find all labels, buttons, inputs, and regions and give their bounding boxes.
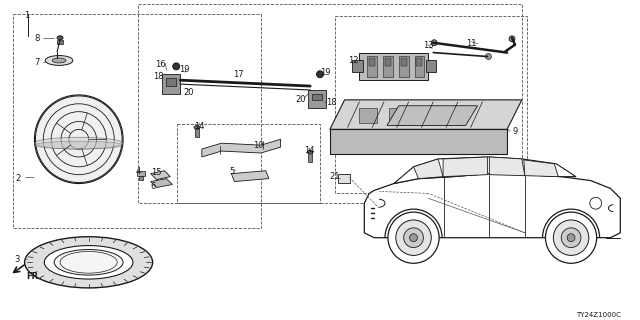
Bar [335, 16, 527, 193]
Bar [312, 94, 322, 100]
Bar [367, 56, 377, 77]
Text: 8: 8 [35, 34, 40, 43]
Ellipse shape [35, 141, 123, 149]
Ellipse shape [194, 125, 200, 129]
Ellipse shape [307, 150, 313, 154]
Text: 2: 2 [16, 174, 21, 183]
Text: 14: 14 [304, 146, 315, 155]
Circle shape [404, 228, 424, 248]
Bar [419, 108, 436, 124]
Bar [448, 108, 466, 124]
Text: 16: 16 [156, 60, 166, 69]
Circle shape [396, 220, 431, 255]
Circle shape [431, 40, 437, 46]
Bar [383, 56, 393, 77]
Polygon shape [394, 157, 576, 184]
Polygon shape [490, 157, 525, 176]
Circle shape [485, 53, 492, 60]
Bar [195, 127, 199, 137]
Polygon shape [150, 179, 172, 188]
Bar [338, 174, 349, 182]
Text: 9: 9 [513, 127, 518, 136]
Circle shape [567, 234, 575, 242]
Circle shape [388, 212, 439, 263]
Polygon shape [387, 106, 477, 125]
Bar [415, 56, 424, 77]
Circle shape [410, 234, 417, 242]
Bar [177, 124, 320, 203]
Polygon shape [202, 139, 280, 157]
Bar [401, 59, 406, 66]
Text: 5: 5 [229, 167, 235, 176]
Polygon shape [443, 157, 488, 177]
Bar [385, 59, 391, 66]
Bar [139, 176, 143, 180]
Text: 21: 21 [330, 172, 340, 181]
Text: 4: 4 [136, 167, 141, 176]
Text: 13: 13 [424, 41, 434, 50]
Ellipse shape [173, 63, 180, 70]
Bar [360, 108, 377, 124]
Polygon shape [232, 171, 269, 181]
Text: 18: 18 [152, 72, 163, 81]
Ellipse shape [24, 237, 152, 288]
Bar [137, 171, 145, 176]
Polygon shape [364, 174, 620, 238]
Bar [308, 152, 312, 162]
Text: TY24Z1000C: TY24Z1000C [576, 312, 621, 317]
Text: 19: 19 [320, 68, 330, 77]
Polygon shape [524, 160, 558, 177]
Circle shape [545, 212, 596, 263]
Ellipse shape [54, 250, 123, 275]
Text: 1: 1 [24, 11, 29, 20]
Polygon shape [330, 100, 522, 129]
Ellipse shape [52, 58, 66, 63]
Text: 17: 17 [234, 70, 244, 79]
Text: 20: 20 [296, 95, 306, 104]
Polygon shape [413, 159, 443, 179]
Bar [166, 78, 176, 86]
Bar [163, 74, 180, 94]
Bar [13, 14, 261, 228]
Circle shape [509, 36, 515, 42]
Bar [351, 60, 364, 72]
Text: 18: 18 [326, 98, 337, 107]
Polygon shape [150, 171, 170, 180]
Bar [389, 108, 406, 124]
Bar [138, 4, 522, 203]
Bar [57, 40, 63, 44]
Text: 3: 3 [15, 255, 20, 264]
Text: FR.: FR. [27, 272, 42, 281]
Bar [308, 90, 326, 108]
Bar [360, 52, 428, 80]
Ellipse shape [35, 137, 123, 149]
Bar [399, 56, 408, 77]
Ellipse shape [35, 95, 123, 184]
Ellipse shape [57, 36, 63, 40]
Text: 20: 20 [183, 88, 194, 97]
Text: 19: 19 [179, 65, 189, 74]
Ellipse shape [45, 56, 73, 65]
Text: 10: 10 [253, 141, 264, 150]
Ellipse shape [44, 245, 133, 279]
Text: 14: 14 [194, 122, 204, 131]
Polygon shape [330, 129, 507, 154]
Text: 15: 15 [150, 168, 161, 177]
Text: 12: 12 [349, 56, 359, 65]
Circle shape [554, 220, 589, 255]
Bar [426, 60, 436, 72]
Circle shape [561, 228, 581, 248]
Ellipse shape [317, 71, 323, 78]
Bar [369, 59, 375, 66]
Text: 6: 6 [150, 181, 156, 191]
Text: 11: 11 [466, 39, 476, 48]
Bar [417, 59, 422, 66]
Text: 7: 7 [35, 59, 40, 68]
